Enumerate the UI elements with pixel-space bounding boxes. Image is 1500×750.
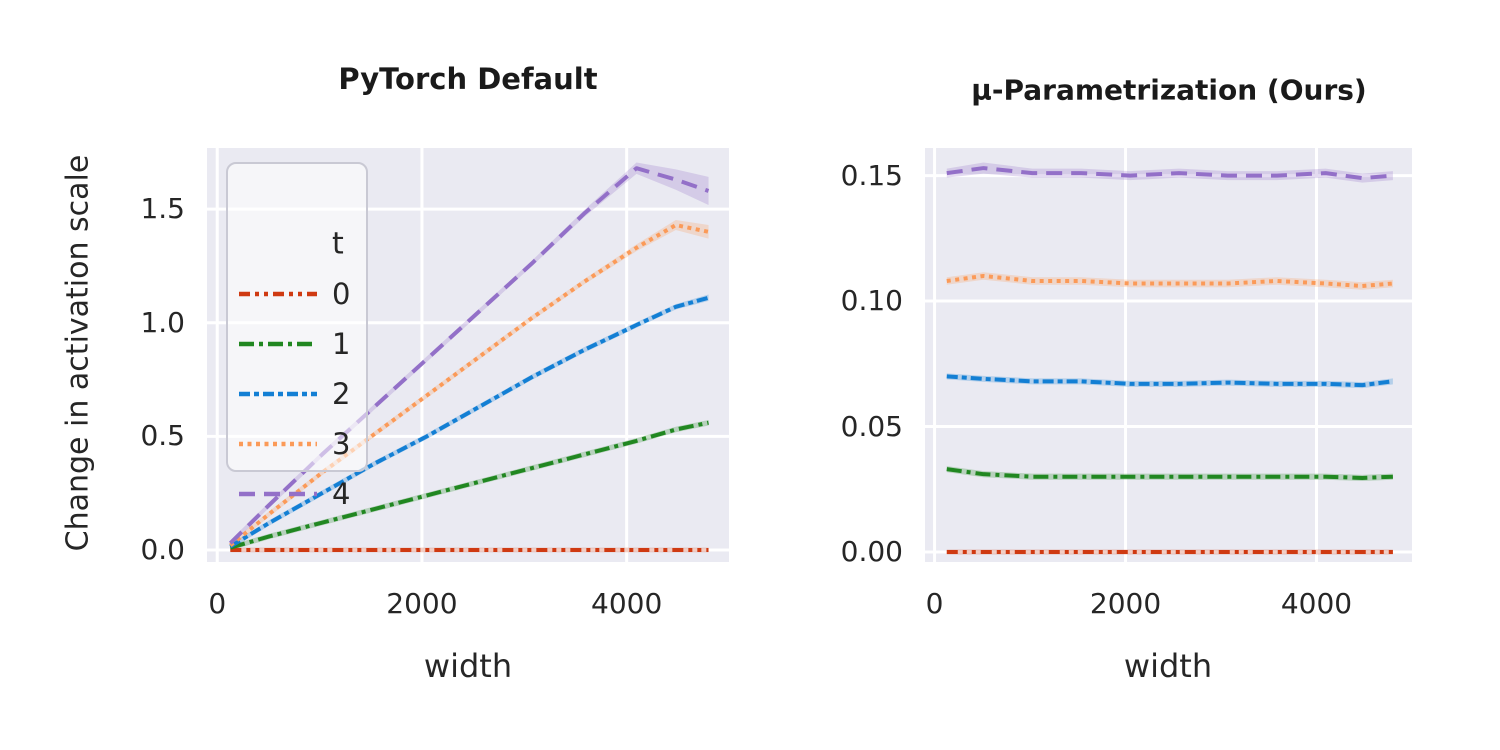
- legend-entry-label: 4: [332, 477, 351, 511]
- right-plot-area: [925, 148, 1412, 562]
- series-line-t3: [946, 273, 1394, 288]
- left-plot-title: PyTorch Default: [338, 62, 598, 96]
- x-tick-label: 0: [208, 587, 227, 620]
- legend-line-swatch: [239, 341, 317, 347]
- series-line-t4: [946, 166, 1394, 181]
- legend-line-swatch: [239, 441, 317, 447]
- legend-line-swatch: [239, 491, 317, 497]
- confidence-band-t4: [946, 162, 1393, 183]
- x-tick-label: 2000: [1089, 587, 1162, 620]
- series-line-t2: [946, 374, 1394, 388]
- y-tick-label: 0.5: [140, 419, 185, 453]
- legend-entry-label: 0: [332, 277, 351, 311]
- y-tick-label: 0.05: [840, 409, 903, 443]
- y-tick-label: 1.0: [140, 305, 185, 339]
- legend-line-swatch: [239, 391, 317, 397]
- y-tick-label: 0.10: [840, 284, 903, 318]
- y-tick-label: 0.15: [840, 158, 903, 192]
- x-tick-label: 2000: [386, 587, 458, 620]
- y-tick-label: 0.00: [840, 534, 903, 568]
- legend-entry-label: 1: [332, 327, 351, 361]
- confidence-band-t1: [946, 466, 1393, 481]
- series-line-t3: [229, 223, 709, 547]
- confidence-band-t2: [946, 373, 1393, 389]
- x-tick-label: 4000: [1280, 587, 1353, 620]
- y-tick-label: 0.0: [140, 532, 185, 566]
- legend-entry-label: 2: [332, 377, 351, 411]
- x-tick-label: 0: [925, 587, 944, 620]
- right-plot-title: μ-Parametrization (Ours): [971, 73, 1367, 107]
- series-line-t1: [946, 467, 1393, 480]
- legend-entry-label: 3: [332, 427, 351, 461]
- right-x-axis-label: width: [1123, 647, 1213, 685]
- x-tick-label: 4000: [591, 587, 663, 620]
- legend: t 0 1 2 3 4: [226, 162, 368, 511]
- y-tick-label: 1.5: [140, 192, 185, 226]
- confidence-band-t3: [946, 272, 1393, 290]
- legend-line-swatch: [239, 291, 317, 297]
- y-axis-label: Change in activation scale: [60, 154, 96, 552]
- legend-title: t: [332, 226, 344, 262]
- left-x-axis-label: width: [423, 647, 513, 685]
